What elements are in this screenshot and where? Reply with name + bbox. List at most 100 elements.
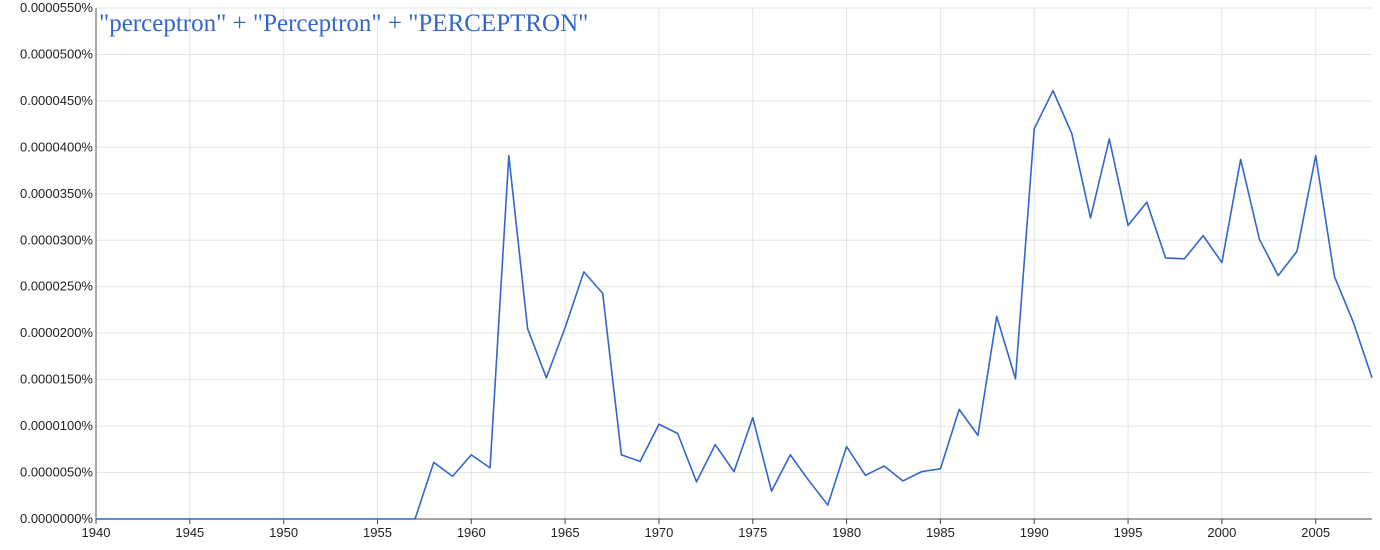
data-point[interactable] — [1050, 88, 1056, 94]
data-point[interactable] — [806, 478, 812, 484]
data-point[interactable] — [712, 442, 718, 448]
x-tick-label: 1945 — [175, 525, 204, 540]
data-point[interactable] — [581, 269, 587, 275]
grid-lines — [95, 7, 1372, 520]
data-point[interactable] — [750, 415, 756, 421]
data-point[interactable] — [656, 421, 662, 427]
data-point[interactable] — [1181, 256, 1187, 262]
data-point[interactable] — [93, 516, 99, 522]
data-point[interactable] — [243, 516, 249, 522]
x-tick-label: 1980 — [832, 525, 861, 540]
data-point[interactable] — [1069, 130, 1075, 136]
data-point[interactable] — [525, 326, 531, 332]
data-point[interactable] — [468, 452, 474, 458]
x-tick-label: 1970 — [644, 525, 673, 540]
data-point[interactable] — [1031, 126, 1037, 132]
data-point[interactable] — [1163, 255, 1169, 261]
data-point[interactable] — [562, 325, 568, 331]
data-point[interactable] — [431, 459, 437, 465]
series-lines — [93, 88, 1375, 522]
data-point[interactable] — [412, 516, 418, 522]
y-tick-label: 0.0000350% — [20, 186, 93, 201]
y-tick-label: 0.0000100% — [20, 418, 93, 433]
data-point[interactable] — [1012, 376, 1018, 382]
x-tick-label: 1940 — [82, 525, 111, 540]
data-point[interactable] — [637, 458, 643, 464]
y-axis: 0.0000000% 0.0000050% 0.0000100% 0.0000150%… — [20, 0, 97, 526]
data-point[interactable] — [543, 375, 549, 381]
x-tick-label: 1950 — [269, 525, 298, 540]
x-tick-label: 1960 — [457, 525, 486, 540]
y-tick-label: 0.0000150% — [20, 372, 93, 387]
data-point[interactable] — [731, 469, 737, 475]
data-point[interactable] — [450, 473, 456, 479]
data-point[interactable] — [1106, 136, 1112, 142]
data-point[interactable] — [825, 502, 831, 508]
data-point[interactable] — [675, 431, 681, 437]
data-point[interactable] — [787, 452, 793, 458]
y-tick-label: 0.0000200% — [20, 325, 93, 340]
data-point[interactable] — [1219, 260, 1225, 266]
data-point[interactable] — [112, 516, 118, 522]
data-point[interactable] — [1350, 319, 1356, 325]
data-point[interactable] — [994, 313, 1000, 319]
x-tick-label: 2005 — [1301, 525, 1330, 540]
data-point[interactable] — [318, 516, 324, 522]
data-point[interactable] — [393, 516, 399, 522]
data-point[interactable] — [149, 516, 155, 522]
data-point[interactable] — [769, 488, 775, 494]
data-point[interactable] — [881, 463, 887, 469]
data-point[interactable] — [374, 516, 380, 522]
data-point[interactable] — [900, 478, 906, 484]
data-point[interactable] — [337, 516, 343, 522]
x-tick-label: 1965 — [551, 525, 580, 540]
data-point[interactable] — [1256, 236, 1262, 242]
y-tick-label: 0.0000500% — [20, 46, 93, 61]
data-point[interactable] — [1200, 233, 1206, 239]
data-point[interactable] — [862, 472, 868, 478]
data-point[interactable] — [618, 452, 624, 458]
y-tick-label: 0.0000450% — [20, 93, 93, 108]
data-point[interactable] — [187, 516, 193, 522]
x-tick-label: 2000 — [1207, 525, 1236, 540]
x-axis: 1940 1945 1950 1955 1960 1965 1970 1975 1980 1985… — [82, 518, 1372, 540]
series-line[interactable] — [96, 89, 1373, 520]
data-point[interactable] — [262, 516, 268, 522]
data-point[interactable] — [506, 153, 512, 159]
y-tick-label: 0.0000000% — [20, 511, 93, 526]
data-point[interactable] — [281, 516, 287, 522]
data-point[interactable] — [1331, 274, 1337, 280]
y-tick-label: 0.0000400% — [20, 139, 93, 154]
y-tick-label: 0.0000250% — [20, 279, 93, 294]
y-tick-label: 0.0000300% — [20, 232, 93, 247]
x-tick-label: 1955 — [363, 525, 392, 540]
x-tick-label: 1985 — [926, 525, 955, 540]
data-point[interactable] — [1369, 375, 1375, 381]
data-point[interactable] — [356, 516, 362, 522]
x-tick-label: 1995 — [1114, 525, 1143, 540]
y-tick-label: 0.0000050% — [20, 465, 93, 480]
series-label[interactable]: "perceptron" + "Perceptron" + "PERCEPTRO… — [99, 10, 588, 37]
data-point[interactable] — [600, 290, 606, 296]
data-point[interactable] — [1294, 248, 1300, 254]
data-point[interactable] — [487, 465, 493, 471]
data-point[interactable] — [131, 516, 137, 522]
data-point[interactable] — [299, 516, 305, 522]
data-point[interactable] — [1275, 273, 1281, 279]
data-point[interactable] — [1313, 153, 1319, 159]
data-point[interactable] — [1144, 199, 1150, 205]
data-point[interactable] — [956, 406, 962, 412]
data-point[interactable] — [937, 466, 943, 472]
data-point[interactable] — [168, 516, 174, 522]
data-point[interactable] — [224, 516, 230, 522]
data-point[interactable] — [1088, 215, 1094, 221]
data-point[interactable] — [844, 444, 850, 450]
data-point[interactable] — [975, 432, 981, 438]
x-tick-label: 1990 — [1020, 525, 1049, 540]
data-point[interactable] — [693, 479, 699, 485]
data-point[interactable] — [1125, 222, 1131, 228]
data-point[interactable] — [206, 516, 212, 522]
data-point[interactable] — [1238, 156, 1244, 162]
data-point[interactable] — [919, 469, 925, 475]
